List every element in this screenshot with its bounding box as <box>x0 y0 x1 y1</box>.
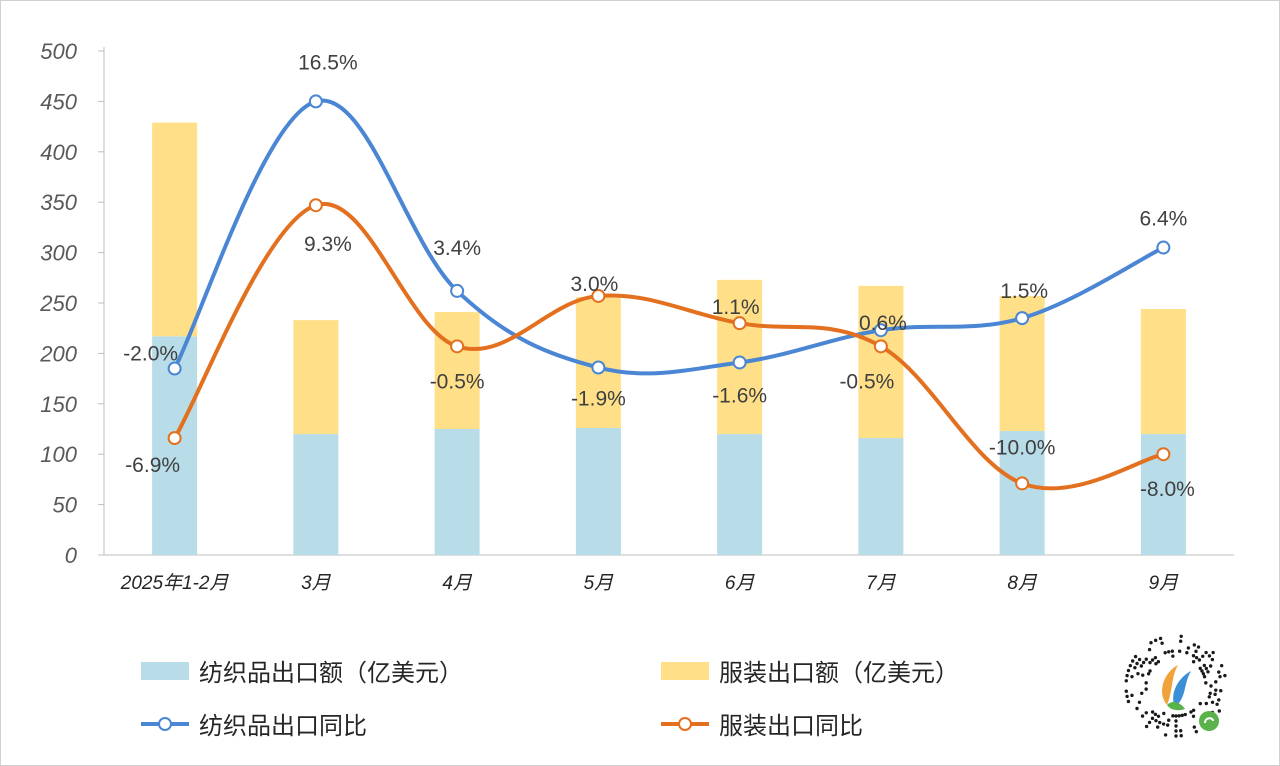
point-apparel-yoy <box>308 198 323 213</box>
bar-textile-amount <box>575 427 621 555</box>
x-tick-label: 2025年1-2月 <box>120 572 230 594</box>
mini-program-qr-code-icon[interactable] <box>1123 633 1229 739</box>
bar-apparel-amount <box>858 285 904 439</box>
data-label-textile-yoy: 3.4% <box>433 237 481 260</box>
legend-label-apparel-yoy: 服装出口同比 <box>719 713 863 740</box>
point-textile-yoy <box>873 323 888 338</box>
legend-item-apparel-amount: 服装出口额（亿美元） <box>661 653 959 688</box>
data-label-textile-yoy: 0.6% <box>859 312 907 335</box>
y-tick-label: 100 <box>40 442 77 467</box>
data-label-textile-yoy: 6.4% <box>1139 208 1187 231</box>
point-textile-yoy <box>308 94 323 109</box>
bar-apparel-amount <box>293 320 339 435</box>
chart-axes: 0 50 100 150 200 250 300 350 400 450 500 2025年1-2月 3… <box>39 39 1234 594</box>
point-apparel-yoy <box>873 339 888 354</box>
line-group <box>167 94 1171 491</box>
bar-textile-amount <box>717 434 763 555</box>
bar-textile-amount <box>293 434 339 555</box>
data-label-apparel-yoy: 1.1% <box>712 296 760 319</box>
data-label-textile-yoy: -1.9% <box>571 388 626 411</box>
y-tick-label: 300 <box>40 241 77 266</box>
point-apparel-yoy <box>167 431 182 446</box>
legend-swatch-textile-amount <box>141 661 189 680</box>
data-label-apparel-yoy: 3.0% <box>570 273 618 296</box>
bar-apparel-amount <box>1140 309 1186 435</box>
legend-swatch-apparel-amount <box>661 661 709 680</box>
bar-group <box>152 122 1186 555</box>
legend-item-textile-amount: 纺织品出口额（亿美元） <box>141 653 463 688</box>
x-tick-label: 3月 <box>301 573 332 594</box>
point-apparel-yoy <box>1156 447 1171 462</box>
legend-swatch-textile-yoy <box>141 716 189 731</box>
legend-label-textile-yoy: 纺织品出口同比 <box>199 713 367 740</box>
data-label-textile-yoy: -1.6% <box>712 384 767 407</box>
bar-textile-amount <box>858 438 904 555</box>
point-textile-yoy <box>591 360 606 375</box>
bar-textile-amount <box>434 429 480 555</box>
point-apparel-yoy <box>732 316 747 331</box>
x-tick-label: 5月 <box>584 573 615 594</box>
point-textile-yoy <box>450 283 465 298</box>
point-textile-yoy <box>1015 311 1030 326</box>
bar-apparel-amount <box>152 122 198 337</box>
legend-item-textile-yoy: 纺织品出口同比 <box>141 706 367 741</box>
data-label-textile-yoy: 16.5% <box>298 51 358 74</box>
y-tick-label: 0 <box>65 543 78 568</box>
y-tick-label: 50 <box>53 493 78 518</box>
legend-label-textile-amount: 纺织品出口额（亿美元） <box>199 660 463 687</box>
point-textile-yoy <box>732 355 747 370</box>
legend-swatch-apparel-yoy <box>661 716 709 731</box>
point-apparel-yoy <box>591 288 606 303</box>
data-label-apparel-yoy: 9.3% <box>304 233 352 256</box>
x-tick-label: 8月 <box>1007 573 1038 594</box>
y-tick-label: 350 <box>40 190 77 215</box>
data-label-apparel-yoy: -0.5% <box>430 370 485 393</box>
y-tick-label: 400 <box>40 140 77 165</box>
point-apparel-yoy <box>1015 476 1030 491</box>
data-label-apparel-yoy: -6.9% <box>125 454 180 477</box>
y-tick-label: 450 <box>40 89 77 114</box>
y-tick-label: 200 <box>39 341 77 366</box>
legend-item-apparel-yoy: 服装出口同比 <box>661 706 863 741</box>
data-label-apparel-yoy: -0.5% <box>839 370 894 393</box>
x-tick-label: 4月 <box>442 573 473 594</box>
data-label-apparel-yoy: -8.0% <box>1140 478 1195 501</box>
x-tick-label: 7月 <box>866 573 897 594</box>
x-tick-label: 6月 <box>725 573 756 594</box>
data-label-textile-yoy: -2.0% <box>123 343 178 366</box>
point-textile-yoy <box>167 361 182 376</box>
y-tick-label: 150 <box>40 392 77 417</box>
bar-textile-amount <box>999 431 1045 555</box>
data-label-textile-yoy: 1.5% <box>1000 280 1048 303</box>
legend-label-apparel-amount: 服装出口额（亿美元） <box>719 660 959 687</box>
point-textile-yoy <box>1156 240 1171 255</box>
data-label-group: -2.0% 16.5% 3.4% -1.9% -1.6% 0.6% 1.5% 6.4% -6.9… <box>123 51 1195 501</box>
chart-canvas: 0 50 100 150 200 250 300 350 400 450 500 2025年1-2月 3… <box>39 39 1234 594</box>
bar-apparel-amount <box>434 312 480 429</box>
x-tick-label: 9月 <box>1149 573 1180 594</box>
y-tick-label: 250 <box>39 291 77 316</box>
data-label-apparel-yoy: -10.0% <box>989 436 1056 459</box>
y-tick-label: 500 <box>40 39 77 64</box>
point-apparel-yoy <box>450 339 465 354</box>
